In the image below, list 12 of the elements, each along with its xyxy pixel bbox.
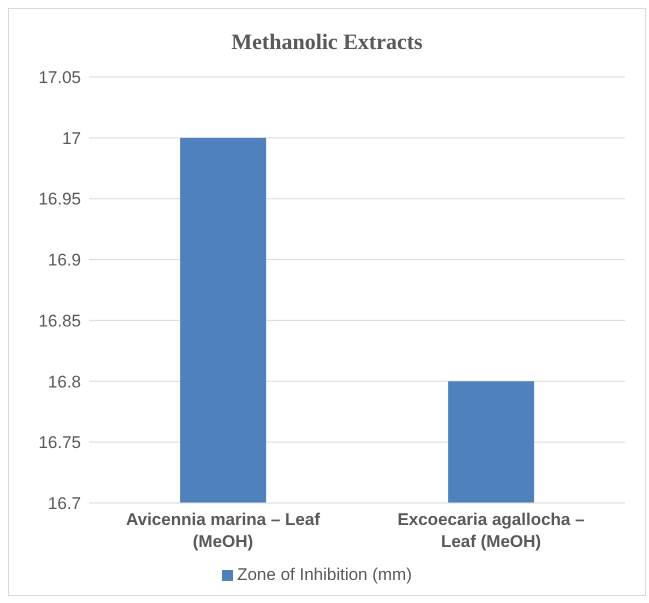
y-tick-label: 16.7	[48, 494, 81, 514]
x-tick-label: Excoecaria agallocha – Leaf (MeOH)	[397, 510, 585, 551]
y-tick-label: 16.95	[38, 190, 81, 209]
chart-title: Methanolic Extracts	[230, 28, 424, 56]
y-tick-label: 17.05	[38, 68, 81, 88]
y-tick-label: 16.85	[38, 311, 81, 330]
y-tick-label: 16.9	[48, 250, 81, 270]
legend-label: Zone of Inhibition (mm)	[237, 565, 412, 584]
y-tick-label: 16.75	[38, 433, 81, 452]
y-tick-label: 16.8	[48, 372, 81, 392]
y-tick-label: 17	[62, 128, 81, 148]
x-tick-label: Avicennia marina – Leaf (MeOH)	[126, 510, 320, 551]
